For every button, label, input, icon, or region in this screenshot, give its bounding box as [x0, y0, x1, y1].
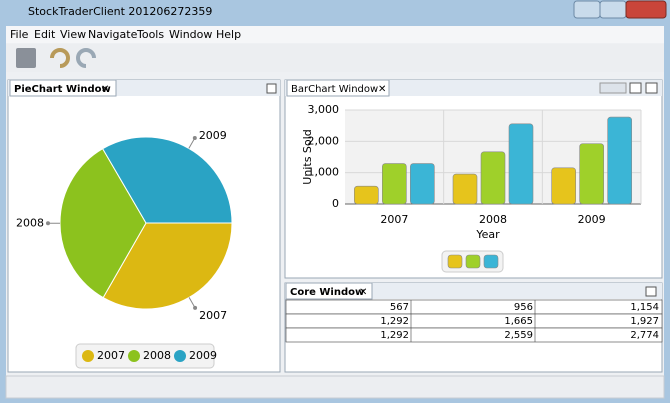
minimize-panel[interactable]	[266, 83, 277, 94]
legend-swatch	[128, 350, 140, 362]
status-bar	[5, 375, 665, 399]
bar	[579, 143, 604, 205]
table-cell: 956	[514, 302, 533, 313]
pie-slice	[102, 222, 233, 310]
legend-swatch	[447, 254, 463, 269]
table-cell: 2,774	[630, 330, 659, 341]
y-axis-title: Units Sold	[301, 129, 314, 184]
pie-tab-title: PieChart Window	[14, 84, 111, 95]
toolbar	[6, 44, 664, 72]
legend-swatch	[82, 350, 94, 362]
bar	[382, 163, 407, 205]
minimize-button[interactable]	[573, 0, 601, 19]
table-cell: 1,154	[630, 302, 659, 313]
menu-item[interactable]: Navigate	[88, 28, 138, 41]
legend	[75, 343, 215, 369]
slice-label: 2007	[199, 309, 227, 322]
core-tab-title: Core Window	[290, 287, 364, 298]
legend-swatch	[174, 350, 186, 362]
bar	[452, 173, 478, 205]
table-cell: 1,665	[504, 316, 533, 327]
table-cell: 2,559	[504, 330, 533, 341]
save-all-button[interactable]	[16, 48, 36, 68]
bar	[551, 167, 576, 205]
bar	[410, 163, 435, 205]
pie-slice	[102, 136, 233, 224]
leader-dot	[46, 221, 51, 226]
table-cell: 1,292	[380, 330, 409, 341]
y-tick-label: 0	[332, 197, 339, 210]
tab-close[interactable]: ✕	[359, 287, 367, 298]
slice-label: 2009	[199, 129, 227, 142]
table-row	[285, 313, 663, 329]
table-cell: 1,292	[380, 316, 409, 327]
legend-swatch	[465, 254, 481, 269]
legend-swatch	[483, 254, 499, 269]
bar	[354, 185, 379, 205]
legend-label: 2007	[97, 349, 125, 362]
bar	[480, 151, 506, 205]
menu-item[interactable]: File	[10, 28, 29, 41]
y-tick-label: 3,000	[308, 103, 340, 116]
table-cell: 567	[390, 302, 409, 313]
bar	[508, 123, 534, 205]
core-tab-bar	[285, 283, 662, 299]
window-title: StockTraderClient 201206272359	[28, 5, 212, 18]
legend-label: 2008	[143, 349, 171, 362]
y-tick-label: 2,000	[308, 134, 340, 147]
pie-slice	[59, 148, 147, 299]
x-tick-label: 2007	[380, 213, 408, 226]
minimize-panel[interactable]	[645, 286, 657, 297]
bar	[607, 116, 632, 205]
table-row	[285, 299, 663, 315]
redo-button[interactable]	[76, 48, 96, 68]
legend-label: 2009	[189, 349, 217, 362]
table-row	[285, 327, 663, 343]
tab-list[interactable]	[629, 82, 642, 94]
y-tick-label: 1,000	[308, 166, 340, 179]
menu-item[interactable]: View	[60, 28, 86, 41]
slice-label: 2008	[16, 216, 44, 229]
tab-close[interactable]: ✕	[101, 84, 109, 95]
maximize-button[interactable]	[599, 0, 627, 19]
x-axis-title: Year	[475, 228, 500, 241]
undo-button[interactable]	[50, 48, 70, 68]
menu-item[interactable]: Window	[169, 28, 212, 41]
tab-scroll[interactable]	[599, 82, 627, 94]
pie-tab[interactable]	[9, 79, 117, 97]
minimize-panel[interactable]	[645, 82, 658, 94]
leader-dot	[193, 305, 198, 310]
bar-tab[interactable]	[286, 79, 390, 97]
tab-close[interactable]: ✕	[378, 84, 386, 95]
close-button[interactable]	[625, 0, 667, 19]
leader-dot	[192, 136, 197, 141]
x-tick-label: 2009	[578, 213, 606, 226]
menu-bar	[6, 26, 664, 43]
core-tab[interactable]	[285, 282, 373, 300]
leader-line	[188, 137, 196, 149]
x-tick-label: 2008	[479, 213, 507, 226]
bar-tab-title: BarChart Window	[291, 84, 378, 95]
menu-item[interactable]: Tools	[136, 28, 164, 41]
table-cell: 1,927	[630, 316, 659, 327]
menu-item[interactable]: Help	[216, 28, 241, 41]
menu-item[interactable]: Edit	[34, 28, 56, 41]
